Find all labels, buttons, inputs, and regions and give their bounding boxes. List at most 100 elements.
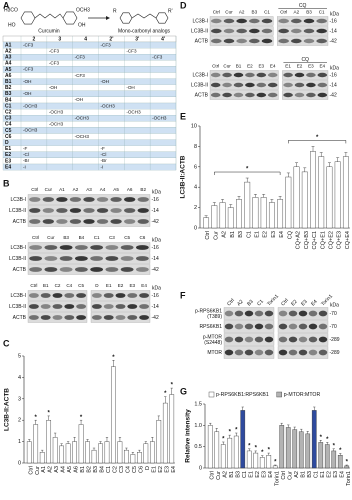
- blot-band: [303, 28, 315, 34]
- blot-band: [306, 82, 316, 88]
- blot-band: [90, 267, 104, 272]
- bar: [236, 199, 242, 229]
- blot-band: [29, 197, 41, 202]
- blot-band: [224, 336, 234, 343]
- blot-band: [283, 92, 293, 98]
- x-tick-label: CQ+C1: [312, 231, 318, 250]
- blot-band: [96, 208, 109, 213]
- blot-band: [103, 293, 114, 298]
- blot-strip: [90, 312, 151, 323]
- bar: [266, 455, 272, 469]
- size-marker: -16: [330, 18, 337, 24]
- lane-label: C1: [256, 298, 265, 307]
- row-label: ACTB: [13, 315, 27, 321]
- x-tick-label: A2: [222, 231, 228, 238]
- y-tick-label: 2: [194, 205, 197, 211]
- substituent: HO: [8, 22, 16, 28]
- table-cell: -CF3: [23, 42, 34, 47]
- column-header: 2: [33, 36, 36, 42]
- blot-band: [288, 336, 298, 343]
- significance-bracket: [288, 140, 347, 144]
- y-tick-label: 0: [194, 225, 197, 231]
- x-tick-label: C6: [138, 466, 144, 473]
- error-bar: [245, 177, 249, 183]
- table-cell: -CF3: [75, 54, 86, 59]
- significance-mark: *: [246, 167, 249, 173]
- x-tick-label: E2: [263, 231, 269, 238]
- error-bar: [344, 152, 348, 157]
- lane-label: A2: [73, 187, 79, 192]
- blot-band: [110, 208, 122, 213]
- error-bar: [99, 441, 102, 444]
- blot-band: [74, 267, 88, 272]
- blot-band: [28, 315, 39, 320]
- x-tick-label: C1: [106, 466, 112, 473]
- bar: [85, 441, 90, 464]
- unit-label: kDa: [330, 302, 339, 308]
- lane-label: B1: [43, 283, 49, 288]
- bar: [246, 450, 252, 469]
- blot-band: [245, 72, 255, 78]
- error-bar: [319, 440, 322, 443]
- blot-band: [211, 18, 222, 24]
- blot-band: [249, 28, 260, 34]
- table-cell: -OCH3: [126, 109, 141, 114]
- row-header: E1: [5, 146, 11, 152]
- blot-band: [261, 18, 273, 24]
- panel-label: A: [3, 0, 10, 10]
- bar: [326, 166, 333, 229]
- size-marker: -16: [152, 197, 159, 203]
- blot-band: [96, 197, 109, 202]
- blot-band: [91, 304, 102, 309]
- blot-band: [291, 28, 302, 34]
- significance-mark: *: [48, 410, 51, 416]
- x-tick-label: E1: [254, 231, 260, 238]
- bar: [310, 151, 316, 229]
- row-header: A2: [5, 48, 12, 54]
- error-bar: [345, 464, 348, 466]
- size-marker: -42: [330, 92, 337, 98]
- blot-band: [52, 293, 63, 298]
- row-header: B3: [5, 91, 12, 97]
- error-bar: [157, 415, 160, 421]
- panel-label: G: [180, 386, 187, 396]
- x-tick-label: A1: [41, 466, 47, 473]
- x-tick-label: Cur: [35, 466, 41, 475]
- blot-band: [64, 293, 75, 298]
- x-tick-label: Cur: [216, 471, 222, 480]
- x-tick-label: A4: [61, 466, 67, 473]
- significance-mark: *: [229, 430, 232, 436]
- bar: [46, 420, 52, 464]
- size-marker: -42: [152, 315, 159, 321]
- blot-band: [210, 92, 221, 98]
- blot-band: [317, 92, 328, 98]
- blot-band: [42, 197, 55, 202]
- error-bar: [131, 452, 135, 455]
- table-cell: -I: [101, 164, 104, 169]
- chain: [34, 13, 64, 19]
- x-tick-label: B4: [100, 466, 106, 473]
- blot-band: [52, 304, 63, 309]
- blot-band: [244, 323, 254, 330]
- blot-band: [74, 256, 88, 261]
- error-bar: [262, 194, 266, 198]
- blot-band: [123, 219, 136, 224]
- error-bar: [235, 432, 238, 436]
- blot-strip: [282, 80, 329, 90]
- bar: [298, 431, 304, 469]
- x-tick-label: B1: [80, 466, 86, 473]
- x-tick-label: A6: [74, 466, 80, 473]
- blot-band: [96, 219, 109, 224]
- lane-label: Ctrl: [213, 10, 220, 15]
- error-bar: [28, 439, 31, 442]
- size-marker: -42: [152, 219, 159, 225]
- row-label: ACTB: [195, 38, 209, 44]
- error-bar: [151, 437, 154, 442]
- row-header: C1: [5, 103, 12, 109]
- lane-label: C1: [264, 10, 270, 15]
- row-label: p-RPS6KB1: [195, 308, 222, 314]
- legend-swatch: [208, 391, 215, 398]
- x-tick-label: B1: [230, 231, 236, 238]
- blot-band: [42, 208, 55, 213]
- blot-band: [306, 92, 316, 98]
